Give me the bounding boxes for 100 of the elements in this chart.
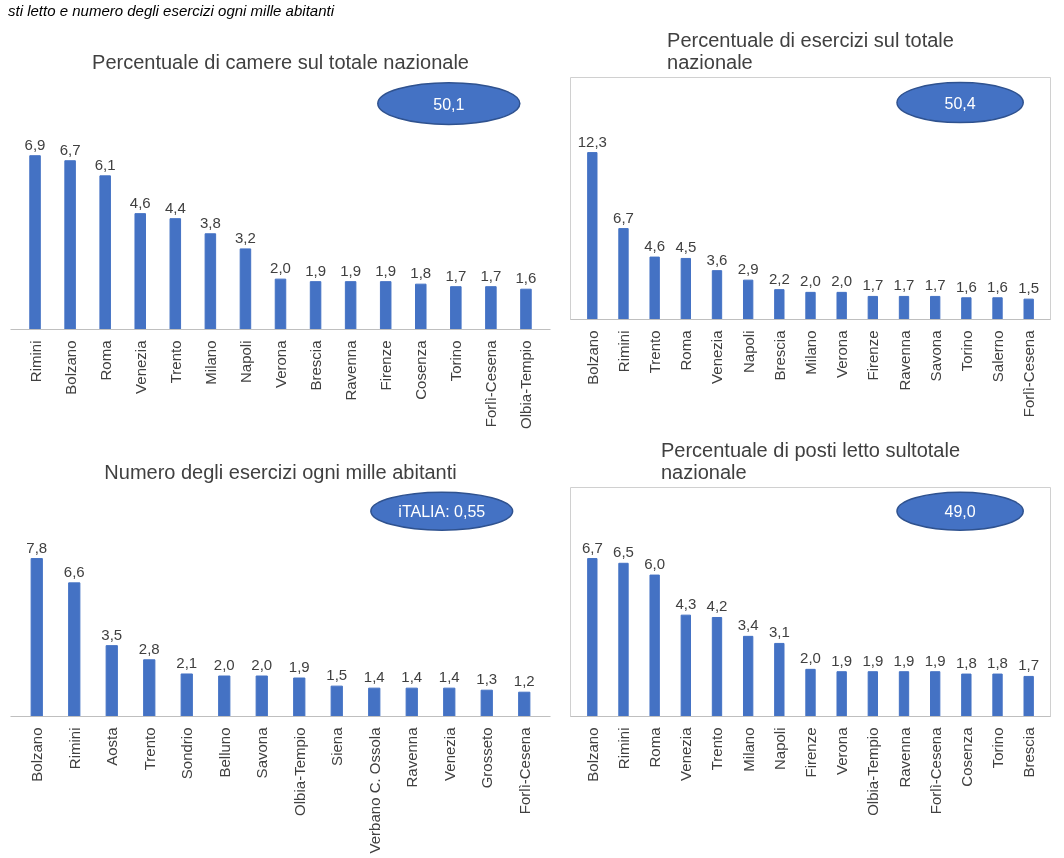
data-label: 6,7: [581, 538, 603, 556]
data-label: 6,6: [63, 563, 85, 581]
data-label: 3,6: [706, 251, 728, 269]
data-label: 1,7: [480, 267, 502, 285]
data-label: 1,8: [410, 264, 432, 282]
chart-title: Percentuale di posti letto sultotale nazionale: [660, 438, 961, 483]
x-tick-label: Venezia: [131, 340, 149, 395]
data-label: 1,7: [1018, 656, 1040, 674]
chart-title: Percentuale di esercizi sul totale nazionale: [667, 28, 954, 73]
x-tick-label: Rimini: [26, 340, 44, 383]
x-tick-label: Brescia: [770, 330, 788, 381]
x-tick-label: Sondrio: [178, 727, 196, 780]
x-tick-label: Cosenza: [957, 727, 975, 788]
chart-title: Percentuale di camere sul totale nazionale: [92, 50, 469, 73]
data-label: 4,6: [644, 237, 666, 255]
x-tick-label: Venezia: [677, 727, 695, 782]
text: 50,1: [433, 95, 465, 113]
data-label: 1,7: [924, 276, 946, 294]
x-tick-label: Trento: [166, 340, 184, 384]
x-tick-label: Milano: [739, 727, 757, 773]
data-label: 2,0: [831, 272, 853, 290]
data-label: 1,5: [326, 666, 348, 684]
chart-title: Numero degli esercizi ogni mille abitanti: [104, 460, 457, 483]
text: 49,0: [944, 503, 976, 521]
x-tick-label: Bolzano: [28, 727, 46, 783]
x-tick-label: Olbia-Tempio: [290, 727, 308, 817]
data-label: 3,4: [737, 616, 759, 634]
x-tick-label: Forlì-Cesena: [482, 340, 500, 428]
x-tick-label: Roma: [96, 340, 114, 381]
x-tick-label: Rimini: [65, 727, 83, 770]
data-label: 6,7: [613, 209, 634, 227]
data-label: 6,1: [94, 156, 116, 174]
x-tick-label: Savona: [926, 330, 944, 382]
x-tick-label: Grosseto: [478, 727, 496, 789]
data-label: 1,9: [862, 652, 884, 670]
data-label: 4,4: [164, 199, 186, 217]
x-tick-label: Savona: [253, 727, 271, 779]
data-label: 1,7: [862, 276, 884, 294]
data-label: 1,2: [513, 672, 535, 690]
data-label: 4,6: [129, 194, 151, 212]
data-label: 1,4: [438, 668, 460, 686]
data-label: 1,9: [288, 658, 310, 676]
x-tick-label: Firenze: [377, 340, 395, 391]
x-tick-label: Ravenna: [895, 330, 913, 391]
x-tick-label: Forlì-Cesena: [1020, 330, 1038, 418]
x-tick-label: Bolzano: [61, 340, 79, 396]
x-tick-label: Milano: [802, 330, 819, 376]
x-tick-label: Napoli: [236, 340, 254, 384]
data-label: 1,4: [401, 668, 423, 686]
x-tick-label: Firenze: [864, 330, 882, 381]
data-label: 1,6: [955, 278, 977, 296]
x-tick-label: Verona: [833, 330, 851, 379]
x-tick-label: Ravenna: [342, 340, 360, 401]
x-tick-label: Trento: [708, 727, 726, 771]
x-tick-label: Firenze: [802, 727, 819, 778]
data-label: 7,8: [26, 538, 48, 556]
x-tick-label: Roma: [646, 727, 664, 768]
x-tick-label: Salerno: [989, 330, 1007, 383]
text: 50,4: [944, 94, 976, 112]
data-label: 1,8: [955, 654, 977, 672]
text: sti letto e numero degli esercizi ogni mille abitanti: [8, 1, 334, 21]
data-label: 2,0: [251, 656, 273, 674]
data-label: 2,0: [800, 272, 821, 290]
x-tick-label: Forlì-Cesena: [926, 727, 944, 815]
data-label: 2,2: [768, 270, 790, 288]
x-tick-label: Forlì-Cesena: [515, 727, 533, 815]
data-label: 3,5: [101, 626, 123, 644]
data-label: 1,5: [1018, 279, 1040, 297]
data-label: 1,3: [476, 670, 498, 688]
x-tick-label: Ravenna: [895, 727, 913, 788]
data-label: 1,9: [375, 262, 397, 280]
data-label: 1,7: [893, 276, 915, 294]
text: iTALIA: 0,55: [398, 503, 486, 521]
x-tick-label: Rimini: [614, 330, 632, 373]
x-tick-label: Bolzano: [583, 330, 601, 386]
x-tick-label: Brescia: [1020, 727, 1038, 778]
data-label: 1,9: [924, 652, 946, 670]
data-label: 6,7: [59, 141, 81, 159]
data-label: 1,9: [831, 652, 853, 670]
data-label: 6,5: [613, 543, 634, 561]
data-label: 3,2: [235, 229, 256, 247]
data-label: 1,4: [363, 668, 385, 686]
data-label: 1,9: [340, 262, 362, 280]
x-tick-label: Trento: [140, 727, 158, 771]
x-tick-label: Olbia-Tempio: [864, 727, 882, 817]
data-label: 2,0: [800, 649, 821, 667]
x-tick-label: Siena: [328, 727, 346, 767]
data-label: 3,8: [199, 214, 221, 232]
x-tick-label: Rimini: [614, 727, 632, 770]
x-tick-label: Ravenna: [403, 727, 421, 788]
x-tick-label: Cosenza: [412, 340, 430, 401]
data-label: 1,7: [445, 267, 467, 285]
x-tick-label: Verona: [833, 727, 851, 776]
data-label: 6,9: [24, 136, 46, 154]
data-label: 1,6: [515, 269, 537, 287]
data-label: 1,9: [893, 652, 915, 670]
x-tick-label: Napoli: [770, 727, 788, 771]
data-label: 4,5: [675, 238, 697, 256]
x-tick-label: Bolzano: [583, 727, 601, 783]
x-tick-label: Venezia: [440, 727, 458, 782]
